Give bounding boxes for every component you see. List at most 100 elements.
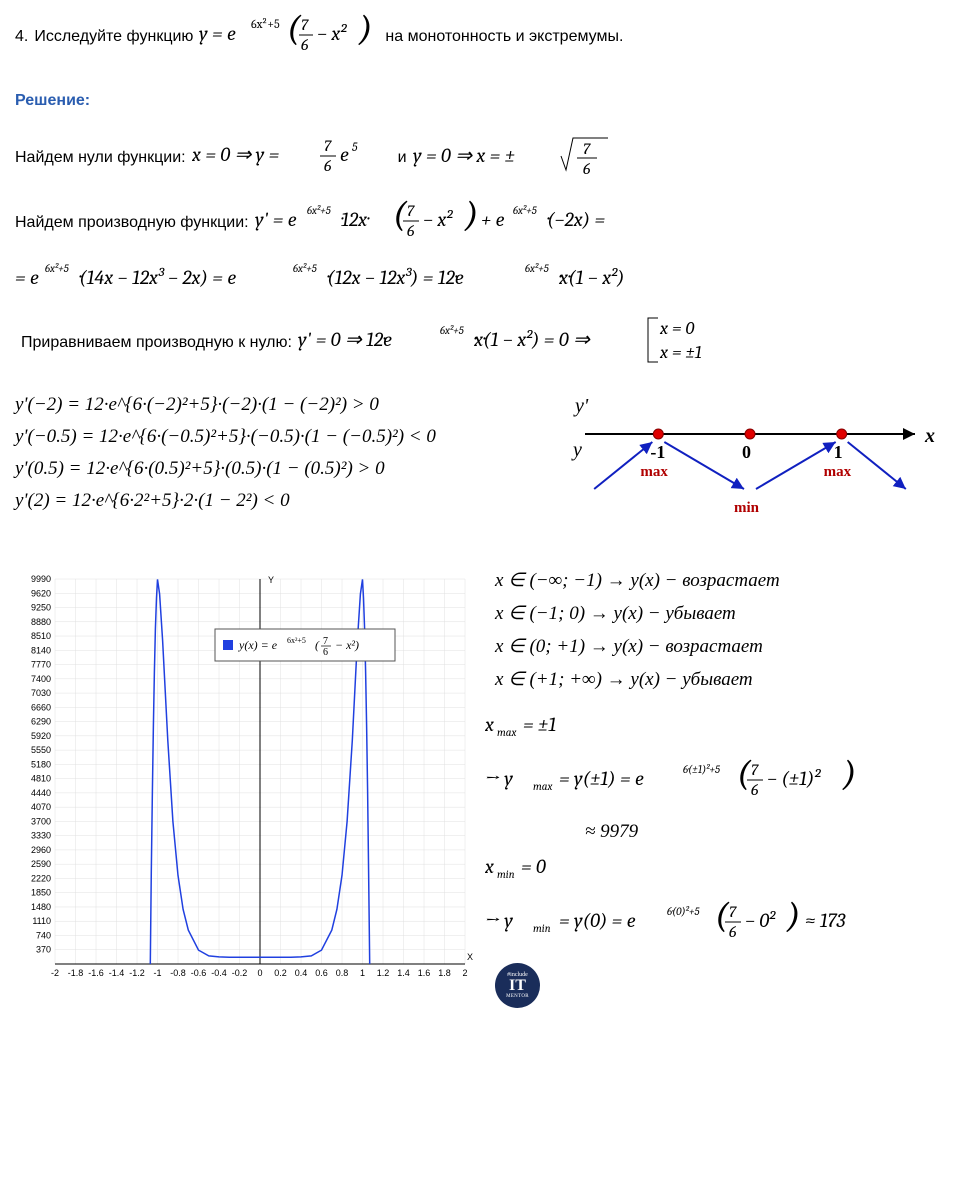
svg-text:y': y'	[573, 395, 589, 417]
svg-text:6: 6	[729, 923, 737, 941]
svg-text:-0.2: -0.2	[232, 968, 248, 978]
svg-text:7: 7	[407, 202, 415, 220]
svg-text:-1: -1	[650, 442, 665, 462]
svg-text:): )	[786, 897, 800, 936]
svg-text:6660: 6660	[31, 702, 51, 712]
svg-text:9250: 9250	[31, 603, 51, 613]
svg-text:7: 7	[323, 636, 328, 647]
derivative-line1: Найдем производную функции: y' = e 6x²+5…	[15, 196, 956, 250]
problem-number: 4.	[15, 28, 28, 46]
test-neg05: y'(−0.5) = 12·e^{6·(−0.5)²+5}·(−0.5)·(1 …	[15, 426, 545, 448]
interval-3: x ∈ (0; +1) → y(x) − возрастает	[495, 635, 945, 658]
svg-text:7: 7	[301, 16, 309, 34]
zeros-prefix: Найдем нули функции:	[15, 149, 186, 167]
svg-text:6: 6	[751, 781, 759, 799]
derivative-line2: = e 6x²+5 ·(14x − 12x³ − 2x) = e 6x²+5 ·…	[15, 260, 956, 302]
svg-text:2: 2	[462, 968, 467, 978]
svg-text:X: X	[467, 952, 473, 962]
svg-text:9620: 9620	[31, 588, 51, 598]
svg-text:6·(±1)²+5: 6·(±1)²+5	[683, 763, 721, 776]
svg-text:370: 370	[36, 945, 51, 955]
svg-text:max: max	[824, 464, 852, 480]
svg-text:-0.6: -0.6	[191, 968, 207, 978]
crit-eq: y' = 0 ⇒ 12·e 6x²+5 ·x·(1 − x²) = 0 ⇒ x …	[298, 312, 858, 374]
svg-text:0.4: 0.4	[295, 968, 308, 978]
svg-text:6·(0)²+5: 6·(0)²+5	[667, 905, 700, 918]
svg-text:6x²+5: 6x²+5	[287, 636, 306, 645]
svg-text:6: 6	[323, 647, 328, 658]
svg-text:= y(±1) = e: = y(±1) = e	[559, 767, 644, 790]
logo-bot: MENTOR	[506, 994, 529, 999]
svg-text:e: e	[340, 143, 349, 166]
interval-2: x ∈ (−1; 0) → y(x) − убывает	[495, 602, 945, 625]
derivative-formula1: y' = e 6x²+5 ·12x· ( 7 6 − x² ) + e 6x²+…	[255, 196, 775, 250]
svg-text:= e: = e	[15, 266, 39, 289]
svg-text:1480: 1480	[31, 902, 51, 912]
svg-text:= ±1: = ±1	[523, 713, 556, 736]
svg-text:4440: 4440	[31, 788, 51, 798]
svg-text:max: max	[497, 726, 516, 739]
interval-1: x ∈ (−∞; −1) → y(x) − возрастает	[495, 569, 945, 592]
svg-text:7: 7	[583, 140, 591, 158]
svg-text:740: 740	[36, 930, 51, 940]
svg-text:− 0²: − 0²	[745, 909, 776, 932]
svg-text:6: 6	[583, 160, 591, 178]
problem-formula: y = e 6x²+5 ( 7 6 − x² )	[199, 10, 379, 64]
svg-text:6x²+5: 6x²+5	[45, 262, 70, 275]
function-chart: -2-1.8-1.6-1.4-1.2-1-0.8-0.6-0.4-0.200.2…	[15, 569, 475, 989]
svg-text:6: 6	[301, 36, 309, 54]
svg-text:3700: 3700	[31, 816, 51, 826]
svg-text:y = 0 ⇒ x = ±: y = 0 ⇒ x = ±	[413, 144, 515, 167]
svg-text:4070: 4070	[31, 802, 51, 812]
svg-text:-1.8: -1.8	[68, 968, 84, 978]
derivative-formula2: = e 6x²+5 ·(14x − 12x³ − 2x) = e 6x²+5 ·…	[15, 260, 835, 302]
svg-text:1850: 1850	[31, 888, 51, 898]
svg-text:0.6: 0.6	[315, 968, 328, 978]
svg-text:6x²+5: 6x²+5	[525, 262, 550, 275]
svg-text:8880: 8880	[31, 617, 51, 627]
ymax-approx: ≈ 9979	[585, 821, 945, 843]
number-line-diagram: y'yx-101maxmaxmin	[555, 384, 955, 554]
svg-text:(: (	[715, 897, 730, 936]
logo-mid: IT	[509, 978, 526, 994]
svg-text:·(−2x) =: ·(−2x) =	[547, 208, 605, 231]
test-neg2: y'(−2) = 12·e^{6·(−2)²+5}·(−2)·(1 − (−2)…	[15, 394, 545, 416]
svg-text:(: (	[737, 755, 752, 794]
problem-prefix: Исследуйте функцию	[34, 28, 193, 46]
svg-text:min: min	[533, 922, 551, 935]
svg-text:6: 6	[324, 157, 332, 175]
svg-text:y: y	[571, 439, 582, 461]
svg-text:5: 5	[352, 140, 358, 154]
svg-text:x = ±1: x = ±1	[659, 342, 702, 363]
zeros-and: и	[398, 149, 407, 167]
svg-text:6x²+5: 6x²+5	[251, 17, 280, 31]
svg-text:1: 1	[360, 968, 365, 978]
svg-text:(: (	[287, 10, 302, 49]
svg-text:1: 1	[834, 442, 843, 462]
svg-text:6x²+5: 6x²+5	[293, 262, 318, 275]
svg-text:·x·(1 − x²) = 0 ⇒: ·x·(1 − x²) = 0 ⇒	[473, 328, 591, 351]
svg-text:·x·(1 − x²): ·x·(1 − x²)	[558, 266, 624, 289]
svg-text:1.8: 1.8	[438, 968, 451, 978]
svg-text:≈ 173: ≈ 173	[805, 909, 847, 932]
svg-text:): )	[842, 755, 856, 794]
svg-text:2220: 2220	[31, 873, 51, 883]
svg-text:0: 0	[257, 968, 262, 978]
svg-text:6x²+5: 6x²+5	[307, 204, 332, 217]
svg-text:max: max	[533, 780, 552, 793]
svg-text:+ e: + e	[481, 208, 505, 231]
svg-text:9990: 9990	[31, 574, 51, 584]
interval-4: x ∈ (+1; +∞) → y(x) − убывает	[495, 668, 945, 691]
svg-text:= 0: = 0	[521, 855, 546, 878]
svg-text:5920: 5920	[31, 731, 51, 741]
svg-text:8510: 8510	[31, 631, 51, 641]
svg-text:6x²+5: 6x²+5	[440, 324, 465, 337]
svg-text:-1.6: -1.6	[88, 968, 104, 978]
svg-text:7400: 7400	[31, 674, 51, 684]
svg-text:1.2: 1.2	[377, 968, 390, 978]
svg-text:7770: 7770	[31, 660, 51, 670]
svg-text:6290: 6290	[31, 717, 51, 727]
zeros-part2: y = 0 ⇒ x = ± 7 6	[413, 130, 633, 186]
svg-text:-1: -1	[153, 968, 161, 978]
svg-text:− (±1)²: − (±1)²	[767, 767, 821, 790]
